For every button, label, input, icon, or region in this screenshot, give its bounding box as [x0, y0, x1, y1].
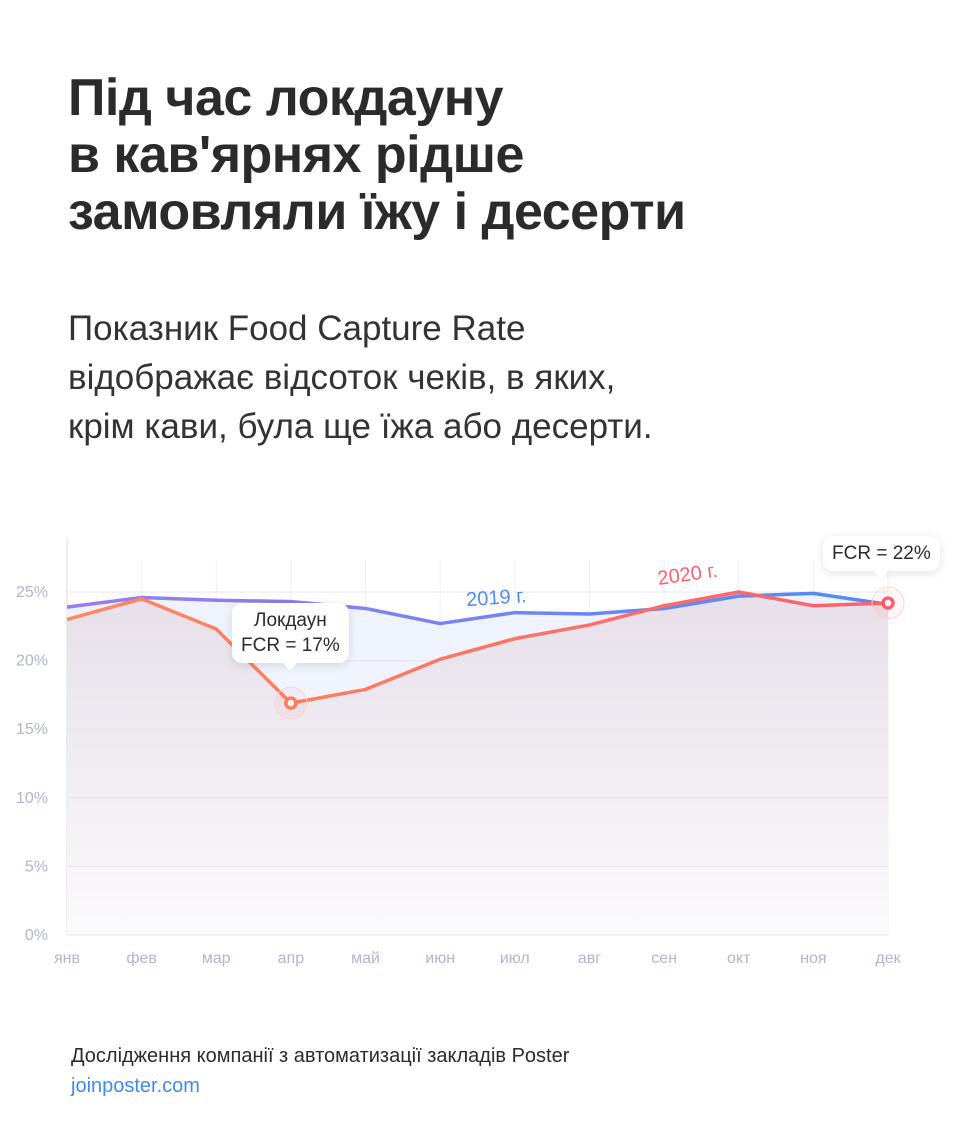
- title-line: замовляли їжу і десерти: [68, 183, 686, 241]
- x-tick-label: ноя: [800, 950, 826, 967]
- x-tick-label: июл: [500, 950, 530, 967]
- highlight-marker: [284, 696, 298, 710]
- y-tick-label: 10%: [16, 790, 48, 807]
- tooltip-line: Локдаун: [253, 610, 327, 631]
- x-tick-label: сен: [651, 950, 677, 967]
- x-tick-label: июн: [425, 950, 455, 967]
- tooltip-line: FCR = 17%: [241, 635, 340, 656]
- subtitle-line: крім кави, була ще їжа або десерти.: [68, 407, 653, 446]
- x-tick-label: окт: [727, 950, 751, 967]
- x-tick-label: апр: [278, 950, 305, 967]
- title-line: в кав'ярнях рідше: [68, 126, 524, 184]
- highlight-marker: [881, 596, 895, 610]
- y-tick-label: 15%: [16, 721, 48, 738]
- area-2020: [67, 592, 888, 935]
- series-line-2020: [66, 590, 889, 705]
- december-tooltip: FCR = 22%: [823, 536, 940, 578]
- series-label-2020: 2020 г.: [656, 560, 719, 590]
- x-tick-label: авг: [578, 950, 601, 967]
- title-line: Під час локдауну: [68, 69, 504, 127]
- x-tick-label: май: [351, 950, 380, 967]
- y-tick-label: 25%: [16, 584, 48, 601]
- series-label-2019: 2019 г.: [465, 585, 527, 611]
- x-tick-label: дек: [875, 950, 901, 967]
- tooltip-line: FCR = 22%: [832, 543, 931, 564]
- lockdown-tooltip: Локдаун FCR = 17%: [232, 603, 349, 670]
- source-link[interactable]: joinposter.com: [71, 1075, 200, 1097]
- y-tick-label: 20%: [16, 653, 48, 670]
- x-tick-label: янв: [54, 950, 80, 967]
- source-note: Дослідження компанії з автоматизації зак…: [71, 1045, 570, 1067]
- subtitle-line: Показник Food Capture Rate: [68, 309, 526, 348]
- page-title: Під час локдауну в кав'ярнях рідше замов…: [68, 70, 686, 241]
- y-tick-label: 5%: [25, 858, 48, 875]
- x-tick-label: мар: [202, 950, 231, 967]
- subtitle: Показник Food Capture Rate відображає ві…: [68, 304, 653, 451]
- fcr-line-chart: 0% 5% 10% 15% 20% 25% янв фев мар апр май июн июл авг…: [16, 538, 905, 967]
- x-tick-label: фев: [126, 950, 157, 967]
- subtitle-line: відображає відсоток чеків, в яких,: [68, 358, 616, 397]
- y-tick-label: 0%: [25, 927, 48, 944]
